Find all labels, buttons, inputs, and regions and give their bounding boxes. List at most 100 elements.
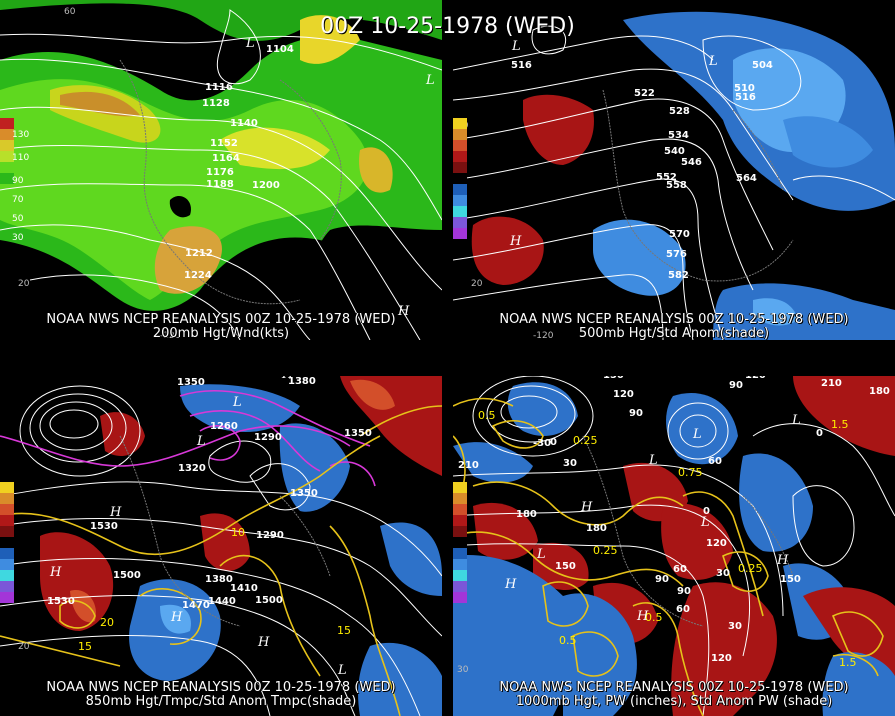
legend-label: 110 — [12, 153, 30, 163]
svg-text:0: 0 — [816, 428, 823, 439]
svg-text:20: 20 — [18, 642, 30, 652]
svg-text:20: 20 — [18, 279, 30, 289]
legend-label: 50 — [12, 214, 24, 224]
svg-text:90: 90 — [677, 586, 691, 597]
svg-text:582: 582 — [668, 270, 689, 281]
svg-text:60: 60 — [64, 7, 76, 17]
svg-text:1104: 1104 — [266, 44, 294, 55]
svg-text:1350: 1350 — [290, 488, 318, 499]
svg-text:1188: 1188 — [206, 179, 234, 190]
svg-text:120: 120 — [613, 389, 634, 400]
svg-text:L: L — [692, 427, 702, 442]
svg-text:H: H — [504, 577, 517, 592]
svg-text:H: H — [776, 553, 789, 568]
svg-text:150: 150 — [780, 574, 801, 585]
caption-line1: NOAA NWS NCEP REANALYSIS 00Z 10-25-1978 … — [499, 312, 849, 327]
svg-text:60: 60 — [708, 456, 722, 467]
svg-text:1116: 1116 — [205, 82, 233, 93]
svg-text:0.25: 0.25 — [573, 434, 598, 447]
svg-text:1.5: 1.5 — [831, 418, 849, 431]
svg-text:552: 552 — [656, 172, 677, 183]
svg-text:L: L — [425, 73, 435, 88]
caption-line1: NOAA NWS NCEP REANALYSIS 00Z 10-25-1978 … — [46, 680, 396, 695]
svg-text:L: L — [791, 413, 801, 428]
svg-text:90: 90 — [629, 408, 643, 419]
panel-850mb: 1350 1290 1260 1320 1350 1290 1380 1410 … — [0, 376, 442, 716]
svg-text:90: 90 — [729, 380, 743, 391]
svg-text:60: 60 — [673, 564, 687, 575]
svg-text:570: 570 — [669, 229, 690, 240]
map-title: 00Z 10-25-1978 (WED) — [320, 14, 575, 39]
svg-text:H: H — [636, 609, 649, 624]
panel-200mb: 1140 1104 1116 1128 1152 1164 1176 1188 … — [0, 0, 442, 340]
svg-text:1350: 1350 — [177, 377, 205, 388]
legend-850mb — [0, 482, 14, 603]
svg-text:0: 0 — [703, 506, 710, 517]
map-1000mb: 150 120 90 120 90 60 30 0 -30 210 180 15… — [453, 376, 895, 716]
svg-text:10: 10 — [231, 526, 245, 539]
legend-500mb — [453, 118, 467, 239]
legend-label: 90 — [12, 176, 24, 186]
svg-text:L: L — [536, 547, 546, 562]
svg-text:1140: 1140 — [230, 118, 258, 129]
svg-text:1440: 1440 — [208, 596, 236, 607]
legend-1000mb — [453, 482, 467, 603]
svg-text:1290: 1290 — [256, 530, 284, 541]
svg-text:H: H — [397, 304, 410, 319]
svg-text:-120: -120 — [533, 331, 554, 340]
svg-text:516: 516 — [735, 92, 756, 103]
svg-text:1212: 1212 — [185, 248, 213, 259]
svg-text:L: L — [232, 395, 242, 410]
svg-text:1410: 1410 — [230, 583, 258, 594]
svg-text:120: 120 — [711, 653, 732, 664]
svg-text:120: 120 — [745, 376, 766, 381]
svg-text:558: 558 — [666, 180, 687, 191]
caption-line1: NOAA NWS NCEP REANALYSIS 00Z 10-25-1978 … — [46, 312, 396, 327]
map-200mb: 1140 1104 1116 1128 1152 1164 1176 1188 … — [0, 0, 442, 340]
svg-text:15: 15 — [337, 624, 351, 637]
svg-text:1260: 1260 — [210, 421, 238, 432]
svg-text:30: 30 — [563, 458, 577, 469]
svg-text:30: 30 — [716, 568, 730, 579]
svg-text:516: 516 — [511, 60, 532, 71]
svg-text:H: H — [509, 234, 522, 249]
svg-text:H: H — [109, 505, 122, 520]
svg-text:60: 60 — [676, 604, 690, 615]
svg-text:H: H — [49, 565, 62, 580]
caption-line2: 200mb Hgt/Wnd(kts) — [152, 326, 290, 341]
svg-text:L: L — [648, 453, 658, 468]
svg-text:L: L — [337, 663, 347, 678]
svg-text:1.5: 1.5 — [839, 656, 857, 669]
caption-line2: 850mb Hgt/Tmpc/Std Anom Tmpc(shade) — [85, 694, 357, 709]
svg-text:150: 150 — [555, 561, 576, 572]
svg-text:180: 180 — [516, 509, 537, 520]
svg-text:1128: 1128 — [202, 98, 230, 109]
svg-text:546: 546 — [681, 157, 702, 168]
svg-text:534: 534 — [668, 130, 689, 141]
svg-text:0.75: 0.75 — [678, 466, 703, 479]
map-500mb: 516 522 528 534 540 546 552 558 564 570 … — [453, 0, 895, 340]
svg-text:H: H — [257, 635, 270, 650]
svg-text:1320: 1320 — [178, 463, 206, 474]
svg-text:510: 510 — [734, 83, 755, 94]
svg-text:504: 504 — [752, 60, 773, 71]
svg-text:1290: 1290 — [254, 432, 282, 443]
svg-text:540: 540 — [664, 146, 685, 157]
svg-text:210: 210 — [458, 460, 479, 471]
caption-line1: NOAA NWS NCEP REANALYSIS 00Z 10-25-1978 … — [499, 680, 849, 695]
svg-text:1380: 1380 — [205, 574, 233, 585]
caption-line2: 1000mb Hgt, PW (inches), Std Anom PW (sh… — [515, 694, 833, 709]
legend-label: 130 — [12, 130, 30, 140]
svg-text:30: 30 — [728, 621, 742, 632]
svg-text:1530: 1530 — [90, 521, 118, 532]
svg-text:180: 180 — [869, 386, 890, 397]
panel-500mb: 516 522 528 534 540 546 552 558 564 570 … — [453, 0, 895, 340]
caption-line2: 500mb Hgt/Std Anom(shade) — [578, 326, 770, 341]
svg-text:1200: 1200 — [252, 180, 280, 191]
svg-text:1176: 1176 — [206, 167, 234, 178]
panel-1000mb: 150 120 90 120 90 60 30 0 -30 210 180 15… — [453, 376, 895, 716]
svg-text:H: H — [281, 376, 294, 382]
svg-text:0.25: 0.25 — [593, 544, 618, 557]
svg-text:0.5: 0.5 — [559, 634, 577, 647]
svg-text:-120: -120 — [160, 331, 181, 340]
